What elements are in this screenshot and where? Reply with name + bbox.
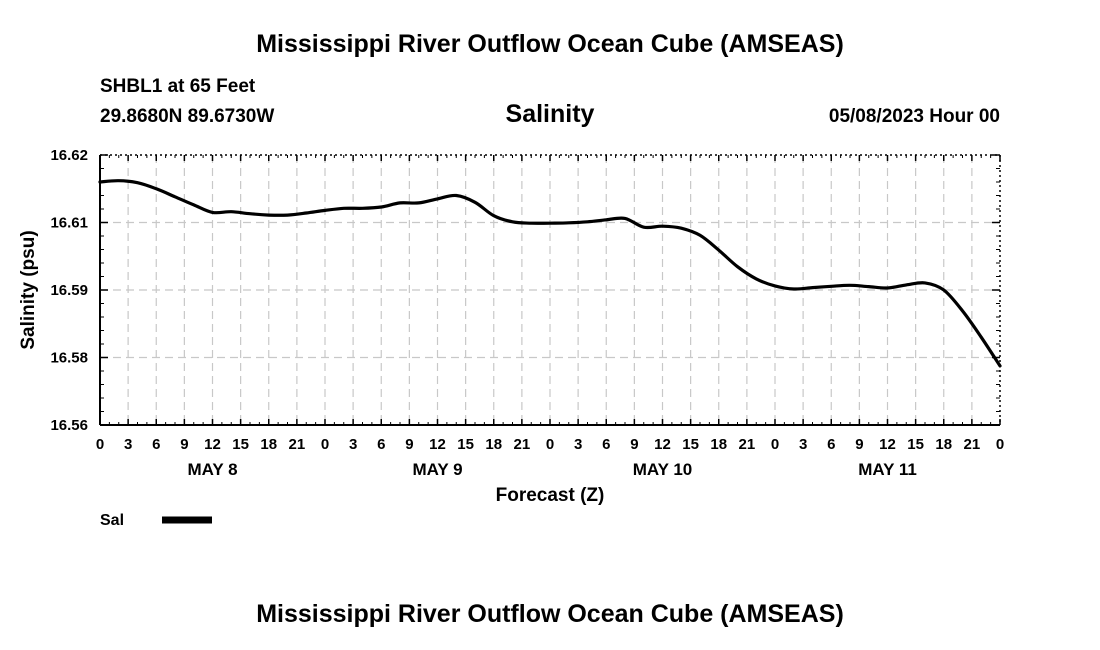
legend-label: Sal (100, 512, 124, 529)
x-tick-label: 0 (771, 436, 779, 453)
x-axis-title: Forecast (Z) (496, 485, 605, 506)
y-tick-label: 16.59 (50, 282, 88, 299)
x-tick-label: 15 (457, 436, 474, 453)
x-tick-label: 9 (180, 436, 188, 453)
x-tick-label: 21 (964, 436, 981, 453)
x-tick-label: 12 (654, 436, 671, 453)
x-tick-label: 0 (321, 436, 329, 453)
x-tick-label: 12 (429, 436, 446, 453)
x-tick-label: 0 (996, 436, 1004, 453)
x-tick-label: 21 (289, 436, 306, 453)
series-line-sal (98, 179, 1002, 368)
x-tick-label: 9 (630, 436, 638, 453)
y-tick-label: 16.62 (50, 147, 88, 164)
x-tick-label: 0 (96, 436, 104, 453)
x-tick-label: 12 (204, 436, 221, 453)
forecast-datetime: 05/08/2023 Hour 00 (828, 106, 1000, 127)
y-tick-label: 16.61 (50, 215, 88, 232)
y-axis-title: Salinity (psu) (18, 230, 39, 349)
day-label: MAY 8 (187, 460, 237, 479)
x-tick-label: 3 (799, 436, 807, 453)
main-title: Mississippi River Outflow Ocean Cube (AM… (256, 30, 844, 58)
x-tick-label: 9 (405, 436, 413, 453)
x-tick-label: 3 (574, 436, 582, 453)
x-tick-label: 9 (855, 436, 863, 453)
day-label: MAY 10 (633, 460, 693, 479)
chart-title: Salinity (505, 100, 595, 128)
x-tick-label: 6 (377, 436, 385, 453)
day-label: MAY 11 (858, 460, 917, 479)
x-tick-label: 21 (514, 436, 531, 453)
footer-title: Mississippi River Outflow Ocean Cube (AM… (256, 600, 844, 628)
x-tick-label: 18 (260, 436, 277, 453)
x-tick-label: 18 (485, 436, 502, 453)
x-tick-label: 0 (546, 436, 554, 453)
x-tick-label: 21 (739, 436, 756, 453)
x-tick-label: 18 (935, 436, 952, 453)
x-tick-label: 6 (152, 436, 160, 453)
x-tick-label: 15 (907, 436, 924, 453)
y-tick-label: 16.56 (50, 417, 88, 434)
y-tick-label: 16.58 (50, 350, 88, 367)
x-tick-label: 3 (124, 436, 132, 453)
station-label: SHBL1 at 65 Feet (100, 76, 256, 97)
x-tick-label: 3 (349, 436, 357, 453)
x-tick-label: 15 (232, 436, 249, 453)
x-tick-label: 6 (602, 436, 610, 453)
day-label: MAY 9 (412, 460, 462, 479)
x-tick-label: 6 (827, 436, 835, 453)
x-tick-label: 18 (710, 436, 727, 453)
x-tick-label: 15 (682, 436, 699, 453)
station-coordinates: 29.8680N 89.6730W (100, 106, 275, 127)
x-tick-label: 12 (879, 436, 896, 453)
